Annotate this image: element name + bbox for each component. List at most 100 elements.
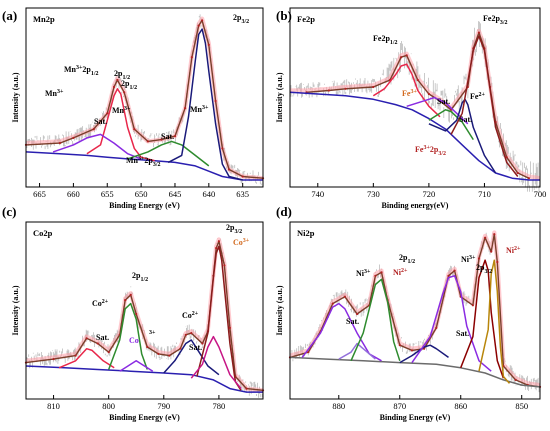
anno-mn3-left-part: 3+ [57,89,64,95]
y-axis-label: Intensity (a.u.) [275,285,284,335]
x-tick-label: 720 [423,189,436,199]
x-tick-label: 780 [213,401,226,411]
anno-ni-2p12-part: 2p [399,253,408,262]
panel-label: (d) [276,204,292,219]
fit-point [453,269,456,272]
x-tick-label: 880 [332,401,345,411]
anno-mn-sat-right-part: Sat. [161,132,174,141]
fit-point [405,54,408,57]
fit-point [372,85,375,89]
fit-point [215,247,218,250]
x-tick-label: 650 [135,189,148,199]
x-tick-label: 870 [393,401,406,411]
x-tick-label: 860 [454,401,467,411]
panel-label: (a) [2,8,17,23]
fit-point [398,344,401,347]
anno-co-2p32-part: 3/2 [234,229,242,235]
anno-ni-2p12: 2p1/2 [399,253,415,265]
series-line-5 [119,360,154,372]
fit-point [380,271,383,274]
anno-co2-right: Co2+ [182,311,199,320]
fit-point [190,332,193,335]
x-tick-label: 790 [157,401,170,411]
anno-ni-2p12-part: 1/2 [407,259,415,265]
anno-co2-left: Co2+ [92,299,109,308]
anno-mn-2p12-a: 2p1/2 [114,69,130,81]
fit-point [514,378,517,381]
anno-fe-2p32: Fe2p3/2 [483,14,508,26]
series-line-4 [338,342,376,360]
anno-mn3-2p32-part: 3/2 [153,162,161,168]
fit-point [160,138,163,141]
anno-ni2-left-part: Ni [393,268,402,277]
anno-ni2-right-part: 2+ [514,246,521,252]
fit-point [496,260,499,264]
anno-mn-2p12-a-part: 1/2 [122,75,130,81]
anno-co-2p12-part: 2p [132,271,141,280]
anno-mn3-right-part: 3+ [202,105,209,111]
fit-point [217,240,220,243]
anno-mn-2p12-a-part: 2p [114,69,123,78]
fit-point [223,264,226,267]
plot-frame [289,221,541,400]
fit-point [241,175,244,178]
fit-point [207,43,210,47]
fit-point [133,128,136,131]
anno-mn3-left: Mn3+ [45,89,64,98]
fit-point [116,78,119,82]
fit-point [410,349,414,352]
series-line-5 [428,109,474,141]
anno-mn-2p32: 2p3/2 [233,13,249,25]
series-line-3 [86,88,155,162]
anno-ni-sat-left-part: Sat. [346,317,359,326]
fit-point [343,295,346,298]
anno-mn3-2p12-part: 1/2 [91,71,99,77]
series-line-1 [25,19,264,179]
fit-point [129,293,132,296]
anno-fe-sat-left: Sat. [437,97,450,106]
y-axis-label: Intensity (a.u.) [275,72,284,122]
panel-title: Ni2p [297,228,315,238]
fit-point [72,136,75,139]
anno-mn-2p12-b: 2p1/2 [121,79,137,91]
x-tick-label: 635 [236,189,249,199]
anno-co2-right-part: 2+ [192,311,199,317]
anno-ni2-left-part: 2+ [401,268,408,274]
series-line-8 [460,259,505,379]
anno-mn3-right: Mn3+ [190,105,209,114]
fit-point [331,302,334,305]
x-tick-label: 665 [33,189,46,199]
anno-mn3-2p32-part: Mn [126,156,139,165]
anno-mn3-mid-part: 3+ [124,106,131,112]
anno-co3-right-part: Co [233,238,243,247]
anno-mn-2p32-part: 2p [233,13,242,22]
series-line-6 [399,344,449,364]
series-line-5 [127,140,210,167]
anno-fe3-2p32-part: 3/2 [438,151,446,157]
fit-point [505,156,508,159]
anno-fe3-2p32-part: 2p [430,145,439,154]
anno-co2-left-part: Co [92,299,102,308]
anno-mn3-2p12-part: Mn [64,65,77,74]
anno-mn-sat-left: Sat. [94,117,107,126]
anno-ni3-right: Ni3+ [461,255,476,264]
anno-mn3-2p32-part: 3+ [138,156,145,162]
x-tick-label: 850 [515,401,528,411]
fit-point [221,147,224,150]
fit-point [52,358,55,361]
panel-label: (c) [2,204,16,219]
series-line-7 [411,275,492,372]
anno-mn3-right-part: Mn [190,105,203,114]
series-line-3 [301,302,382,362]
fit-point [374,274,377,277]
anno-fe3-left-part: 3+ [410,89,417,95]
fit-point [245,387,248,390]
fit-point [173,135,177,138]
fit-point [112,85,116,89]
anno-mn-sat-right: Sat. [161,132,174,141]
anno-ni-sat-right: Sat. [456,329,469,338]
fit-point [96,342,99,345]
fit-point [124,299,127,302]
